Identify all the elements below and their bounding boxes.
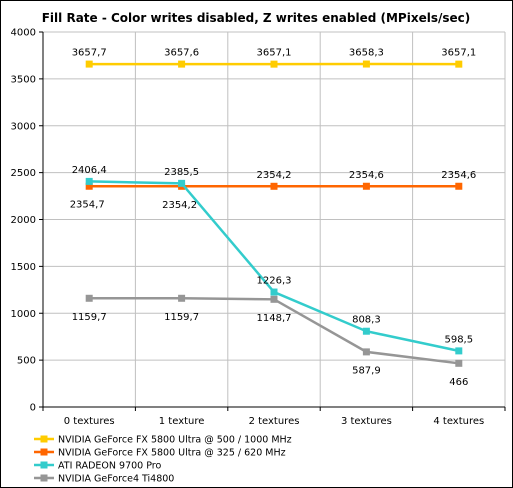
y-tick-label: 500 (17, 356, 36, 367)
data-point (362, 182, 370, 190)
x-tick-label: 4 textures (433, 416, 484, 427)
data-point (85, 182, 93, 190)
legend-label: NVIDIA GeForce4 Ti4800 (58, 474, 174, 485)
data-label: 1159,7 (72, 312, 107, 323)
legend-label: NVIDIA GeForce FX 5800 Ultra @ 500 / 100… (58, 435, 292, 446)
data-point (270, 182, 278, 190)
data-label: 2354,7 (70, 200, 105, 211)
grid-lines (43, 31, 506, 407)
y-tick-label: 2000 (11, 215, 36, 226)
series-4 (85, 294, 463, 367)
data-label: 587,9 (352, 365, 381, 376)
legend-item-1: NVIDIA GeForce FX 5800 Ultra @ 500 / 100… (34, 435, 292, 446)
data-label: 3657,6 (164, 48, 199, 59)
legend: NVIDIA GeForce FX 5800 Ultra @ 500 / 100… (34, 435, 292, 485)
data-label: 1148,7 (257, 313, 292, 324)
series-2 (85, 182, 463, 190)
data-label: 1159,7 (164, 312, 199, 323)
data-point (270, 60, 278, 68)
legend-label: ATI RADEON 9700 Pro (58, 461, 161, 472)
data-label: 2385,5 (164, 167, 199, 178)
legend-marker (40, 474, 48, 482)
data-label: 2354,6 (441, 170, 476, 181)
legend-item-4: NVIDIA GeForce4 Ti4800 (34, 474, 174, 485)
series-1 (85, 60, 463, 68)
data-label: 3658,3 (349, 48, 384, 59)
y-axis-ticks: 0 500 1000 1500 2000 2500 3000 3500 4000 (11, 28, 43, 414)
data-label: 598,5 (444, 334, 473, 345)
data-point (455, 359, 463, 367)
data-label: 466 (449, 377, 468, 388)
data-labels: 3657,7 3657,6 3657,1 3658,3 3657,1 2354,7 2354… (70, 48, 477, 388)
x-tick-label: 1 texture (159, 416, 205, 427)
y-tick-label: 0 (30, 403, 36, 414)
data-label: 3657,7 (72, 48, 107, 59)
legend-item-3: ATI RADEON 9700 Pro (34, 461, 161, 472)
data-point (270, 295, 278, 303)
x-tick-label: 3 textures (341, 416, 392, 427)
data-point (85, 294, 93, 302)
data-point (178, 179, 186, 187)
legend-item-2: NVIDIA GeForce FX 5800 Ultra @ 325 / 620… (34, 448, 286, 459)
data-point (362, 348, 370, 356)
series-line (89, 297, 459, 365)
y-tick-label: 2500 (11, 168, 36, 179)
chart-title: Fill Rate - Color writes disabled, Z wri… (42, 11, 471, 25)
data-label: 2406,4 (72, 165, 107, 176)
data-point (178, 60, 186, 68)
data-point (455, 182, 463, 190)
data-label: 3657,1 (257, 48, 292, 59)
y-tick-label: 4000 (11, 28, 36, 39)
series-group (85, 60, 463, 367)
data-label: 1226,3 (257, 276, 292, 287)
x-tick-label: 2 textures (249, 416, 300, 427)
data-point (85, 177, 93, 185)
x-axis-ticks: 0 textures 1 texture 2 textures 3 textures 4… (42, 407, 506, 427)
x-tick-label: 0 textures (64, 416, 115, 427)
data-point (362, 60, 370, 68)
y-tick-label: 1500 (11, 262, 36, 273)
legend-label: NVIDIA GeForce FX 5800 Ultra @ 325 / 620… (58, 448, 286, 459)
y-tick-label: 3000 (11, 121, 36, 132)
data-label: 3657,1 (441, 48, 476, 59)
data-point (362, 327, 370, 335)
y-tick-label: 1000 (11, 309, 36, 320)
series-3 (85, 177, 463, 355)
data-label: 2354,2 (162, 200, 197, 211)
data-point (455, 347, 463, 355)
data-label: 808,3 (352, 315, 381, 326)
data-point (455, 60, 463, 68)
data-label: 2354,6 (349, 170, 384, 181)
legend-marker (40, 435, 48, 443)
legend-marker (40, 461, 48, 469)
data-point (270, 288, 278, 296)
data-point (178, 294, 186, 302)
legend-marker (40, 448, 48, 456)
data-point (85, 60, 93, 68)
y-tick-label: 3500 (11, 74, 36, 85)
data-label: 2354,2 (257, 170, 292, 181)
